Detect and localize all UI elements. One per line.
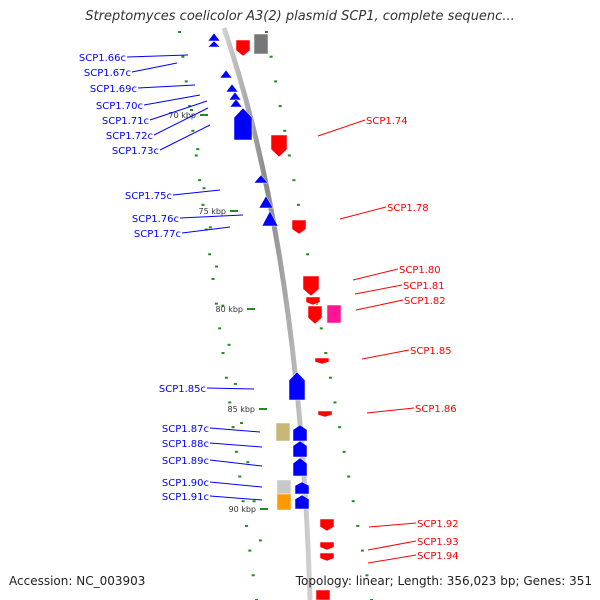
label-leader-line	[137, 84, 196, 89]
gene-feature	[288, 371, 306, 401]
gene-label-reverse: SCP1.66c	[79, 53, 126, 64]
gene-label-forward: SCP1.82	[404, 296, 446, 307]
gene-label-reverse: SCP1.89c	[162, 456, 209, 467]
label-leader-line	[317, 119, 366, 137]
gene-feature	[292, 457, 308, 477]
gene-feature	[291, 219, 307, 235]
scale-label: 75 kbp	[198, 207, 226, 216]
label-leader-line	[368, 522, 417, 528]
gene-label-reverse: SCP1.91c	[162, 492, 209, 503]
scale-label: 80 kbp	[215, 305, 243, 314]
gene-label-forward: SCP1.92	[417, 519, 459, 530]
gene-feature	[276, 479, 292, 495]
gene-feature	[253, 174, 269, 184]
label-leader-line	[209, 442, 263, 448]
label-leader-line	[172, 189, 221, 196]
gene-label-reverse: SCP1.72c	[106, 131, 153, 142]
gene-label-forward: SCP1.85	[410, 346, 452, 357]
gene-label-forward: SCP1.80	[399, 265, 441, 276]
gene-feature	[315, 589, 331, 600]
gene-feature	[207, 32, 221, 42]
gene-feature	[219, 69, 233, 79]
gene-feature	[319, 518, 335, 532]
label-leader-line	[209, 495, 263, 501]
accession-text: Accession: NC_003903	[9, 574, 146, 588]
gene-label-reverse: SCP1.88c	[162, 439, 209, 450]
label-leader-line	[352, 268, 399, 281]
label-leader-line	[209, 427, 261, 433]
label-leader-line	[179, 214, 244, 219]
gene-label-forward: SCP1.94	[417, 551, 459, 562]
gene-feature	[275, 422, 291, 442]
gene-feature	[258, 195, 274, 209]
gene-label-forward: SCP1.78	[387, 203, 429, 214]
label-leader-line	[149, 100, 208, 121]
gene-feature	[305, 296, 321, 306]
map-title: Streptomyces coelicolor A3(2) plasmid SC…	[85, 9, 515, 24]
plasmid-backbone	[221, 27, 313, 600]
gene-feature	[229, 98, 243, 108]
gene-label-reverse: SCP1.69c	[90, 84, 137, 95]
gene-feature	[207, 40, 221, 48]
gene-feature	[292, 440, 308, 458]
gene-feature	[302, 275, 320, 297]
gene-label-reverse: SCP1.71c	[102, 116, 149, 127]
scale-label: 90 kbp	[228, 505, 256, 514]
gene-feature	[294, 494, 310, 510]
topology-summary: Topology: linear; Length: 356,023 bp; Ge…	[295, 574, 592, 588]
label-leader-line	[354, 284, 403, 295]
label-leader-line	[206, 387, 255, 390]
gene-label-forward: SCP1.74	[366, 116, 408, 127]
gene-label-reverse: SCP1.85c	[159, 384, 206, 395]
label-leader-line	[355, 299, 404, 311]
gene-feature	[292, 424, 308, 442]
gene-feature	[294, 481, 310, 495]
gene-feature	[235, 39, 251, 57]
label-leader-line	[131, 62, 178, 73]
gene-label-reverse: SCP1.76c	[132, 214, 179, 225]
gene-feature	[253, 33, 269, 55]
gene-label-reverse: SCP1.67c	[84, 68, 131, 79]
label-leader-line	[209, 481, 263, 488]
label-leader-line	[361, 349, 410, 360]
gene-feature	[276, 493, 292, 511]
gene-feature	[261, 210, 279, 227]
scale-label: 85 kbp	[227, 405, 255, 414]
label-leader-line	[181, 226, 231, 234]
gene-feature	[326, 304, 342, 324]
label-leader-line	[367, 540, 417, 551]
gene-feature	[317, 410, 333, 418]
label-leader-line	[153, 107, 209, 136]
label-leader-line	[209, 459, 263, 467]
scale-label: 70 kbp	[168, 111, 196, 120]
label-leader-line	[143, 94, 201, 106]
gene-label-reverse: SCP1.75c	[125, 191, 172, 202]
gene-label-forward: SCP1.86	[415, 404, 457, 415]
gene-feature	[233, 107, 253, 141]
gene-feature	[307, 305, 323, 325]
label-leader-line	[126, 54, 189, 58]
label-leader-line	[366, 407, 415, 414]
gene-label-reverse: SCP1.77c	[134, 229, 181, 240]
gene-label-reverse: SCP1.87c	[162, 424, 209, 435]
gene-feature	[228, 91, 242, 101]
gene-label-forward: SCP1.81	[403, 281, 445, 292]
gene-label-reverse: SCP1.90c	[162, 478, 209, 489]
gene-label-reverse: SCP1.73c	[112, 146, 159, 157]
gene-label-reverse: SCP1.70c	[96, 101, 143, 112]
gene-feature	[314, 357, 330, 365]
gene-feature	[319, 552, 335, 562]
gene-label-forward: SCP1.93	[417, 537, 459, 548]
gene-feature	[319, 541, 335, 551]
gene-feature	[225, 83, 239, 93]
label-leader-line	[339, 206, 387, 220]
label-leader-line	[367, 554, 417, 564]
label-leader-line	[159, 124, 211, 151]
gene-feature	[270, 134, 288, 158]
